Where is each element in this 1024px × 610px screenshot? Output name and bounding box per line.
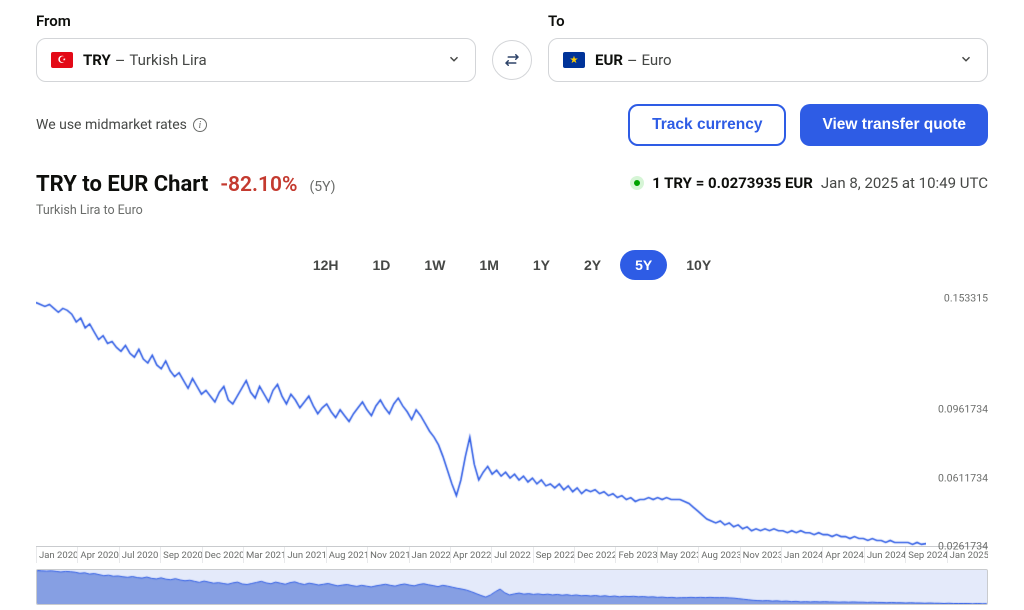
x-tick: Dec 2022 [574,547,615,563]
track-currency-button[interactable]: Track currency [628,104,786,146]
x-tick: Apr 2022 [450,547,491,563]
x-tick: Sep 2022 [533,547,574,563]
range-1w[interactable]: 1W [409,250,460,280]
x-tick: Jan 2024 [781,547,822,563]
dash: – [627,51,638,70]
x-tick: Aug 2021 [326,547,367,563]
range-1y[interactable]: 1Y [518,250,565,280]
x-tick: Aug 2023 [698,547,739,563]
main-chart[interactable]: 0.1533150.09617340.06117340.0261734 [36,298,988,546]
from-currency-select[interactable]: ☪ TRY – Turkish Lira [36,38,476,82]
range-selector: 12H1D1W1M1Y2Y5Y10Y [36,250,988,280]
x-tick: Jun 2021 [284,547,325,563]
chart-subtitle: Turkish Lira to Euro [36,203,336,218]
rate-timestamp: Jan 8, 2025 at 10:49 UTC [821,174,988,192]
from-code: TRY [83,51,111,69]
y-tick: 0.0261734 [938,540,988,553]
y-tick: 0.0961734 [938,403,988,416]
chevron-down-icon [959,51,973,70]
midmarket-note: We use midmarket rates i [36,117,207,133]
x-tick: Apr 2024 [822,547,863,563]
to-currency-select[interactable]: ★ EUR – Euro [548,38,988,82]
x-tick: Nov 2021 [367,547,408,563]
range-12h[interactable]: 12H [298,250,354,280]
x-tick: Mar 2021 [243,547,284,563]
x-tick: Nov 2023 [740,547,781,563]
x-tick: Jul 2020 [119,547,160,563]
x-tick: Jan 2022 [409,547,450,563]
midmarket-text: We use midmarket rates [36,117,187,133]
x-axis: Jan 2020Apr 2020Jul 2020Sep 2020Dec 2020… [36,546,988,563]
chart-period-tag: (5Y) [309,179,335,195]
live-dot-icon [630,176,644,190]
from-name: Turkish Lira [129,51,206,69]
view-quote-button[interactable]: View transfer quote [800,104,988,146]
to-code: EUR [595,51,623,69]
x-tick: Feb 2023 [615,547,656,563]
info-icon[interactable]: i [193,118,207,132]
chart-delta: -82.10% [220,173,297,197]
to-name: Euro [641,51,671,69]
current-rate: 1 TRY = 0.0273935 EUR [652,174,813,192]
x-tick: Jul 2022 [491,547,532,563]
flag-eur-icon: ★ [563,52,585,68]
swap-button[interactable] [492,40,532,80]
chart-title: TRY to EUR Chart [36,172,208,197]
x-tick: Jun 2024 [864,547,905,563]
range-10y[interactable]: 10Y [671,250,726,280]
range-2y[interactable]: 2Y [569,250,616,280]
flag-try-icon: ☪ [51,52,73,68]
x-tick: Jan 2020 [36,547,77,563]
range-1m[interactable]: 1M [464,250,513,280]
dash: – [115,51,126,70]
y-tick: 0.153315 [944,292,988,305]
from-label: From [36,12,476,30]
to-label: To [548,12,988,30]
brush-chart[interactable] [36,569,988,605]
range-1d[interactable]: 1D [358,250,406,280]
x-tick: Dec 2020 [202,547,243,563]
x-tick: May 2023 [657,547,698,563]
x-tick: Sep 2020 [160,547,201,563]
chevron-down-icon [447,51,461,70]
range-5y[interactable]: 5Y [620,250,667,280]
x-tick: Apr 2020 [77,547,118,563]
y-tick: 0.0611734 [938,471,988,484]
